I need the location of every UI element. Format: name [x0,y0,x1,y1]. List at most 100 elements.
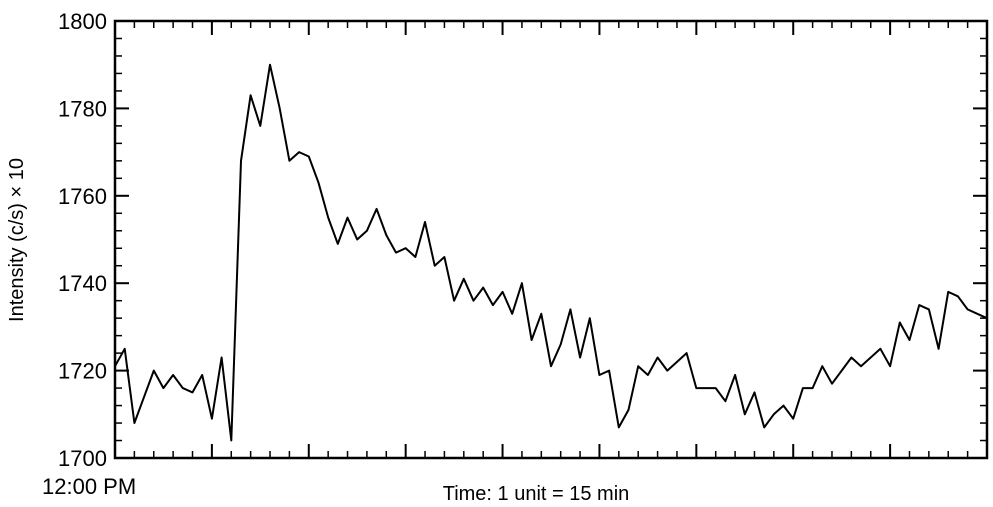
data-point [511,313,513,315]
data-point [812,387,814,389]
data-point [143,396,145,398]
data-point [414,256,416,258]
data-point [540,313,542,315]
data-point [230,440,232,442]
data-point [870,356,872,358]
data-point [366,230,368,232]
data-point [472,300,474,302]
data-point [938,348,940,350]
data-point [385,234,387,236]
data-points [114,64,988,442]
axis-ticks [114,20,988,459]
data-point [240,160,242,162]
data-point [434,265,436,267]
data-point [618,426,620,428]
data-point [531,339,533,341]
data-point [773,413,775,415]
y-axis-title: Intensity (c/s) × 10 [6,158,28,322]
data-point [879,348,881,350]
data-point [153,370,155,372]
data-point [666,370,668,372]
data-point [162,387,164,389]
data-point [821,365,823,367]
data-point [899,322,901,324]
data-point [453,300,455,302]
data-point [831,383,833,385]
data-point [744,413,746,415]
data-point [337,243,339,245]
data-point [201,374,203,376]
data-point [753,391,755,393]
data-point [841,370,843,372]
data-point [569,308,571,310]
data-point [482,287,484,289]
data-point [376,208,378,210]
data-point [608,370,610,372]
data-point [550,365,552,367]
data-point [317,182,319,184]
data-point [579,356,581,358]
data-point [308,155,310,157]
data-point [211,418,213,420]
data-point [560,343,562,345]
data-point [763,426,765,428]
data-point [589,317,591,319]
data-point [628,409,630,411]
data-point [705,387,707,389]
data-point [424,221,426,223]
data-point [657,356,659,358]
data-point [802,387,804,389]
data-point [947,291,949,293]
data-point [598,374,600,376]
data-point [676,361,678,363]
data-point [860,365,862,367]
data-point [298,151,300,153]
x-start-label: 12:00 PM [42,474,136,499]
y-tick-label: 1800 [58,9,107,34]
data-point [443,256,445,258]
data-point [724,400,726,402]
data-point [133,422,135,424]
data-point [918,304,920,306]
series-line-intensity [114,63,988,442]
data-point [347,217,349,219]
data-point [182,387,184,389]
data-point [288,160,290,162]
data-point [463,278,465,280]
data-point [850,356,852,358]
y-tick-label: 1780 [58,96,107,121]
data-point [908,339,910,341]
data-point [521,282,523,284]
plot-frame [113,19,989,460]
data-point [114,365,116,367]
data-point [695,387,697,389]
data-point [356,239,358,241]
data-point [957,295,959,297]
data-point [715,387,717,389]
data-point [279,107,281,109]
data-point [327,217,329,219]
data-point [250,94,252,96]
data-point [124,348,126,350]
data-point [976,313,978,315]
data-point [783,405,785,407]
data-point [192,391,194,393]
data-point [889,365,891,367]
y-tick-label: 1720 [58,359,107,384]
data-point [647,374,649,376]
data-point [502,291,504,293]
y-tick-label: 1760 [58,184,107,209]
data-point [986,317,988,319]
y-tick-labels: 1700 1720 1740 1760 1780 1800 [58,9,107,471]
data-point [637,365,639,367]
data-point [492,304,494,306]
data-point [405,247,407,249]
data-point [928,308,930,310]
data-point [734,374,736,376]
x-axis-title: Time: 1 unit = 15 min [443,483,630,505]
data-point [967,308,969,310]
y-tick-label: 1700 [58,446,107,471]
data-point [792,418,794,420]
data-point [686,352,688,354]
